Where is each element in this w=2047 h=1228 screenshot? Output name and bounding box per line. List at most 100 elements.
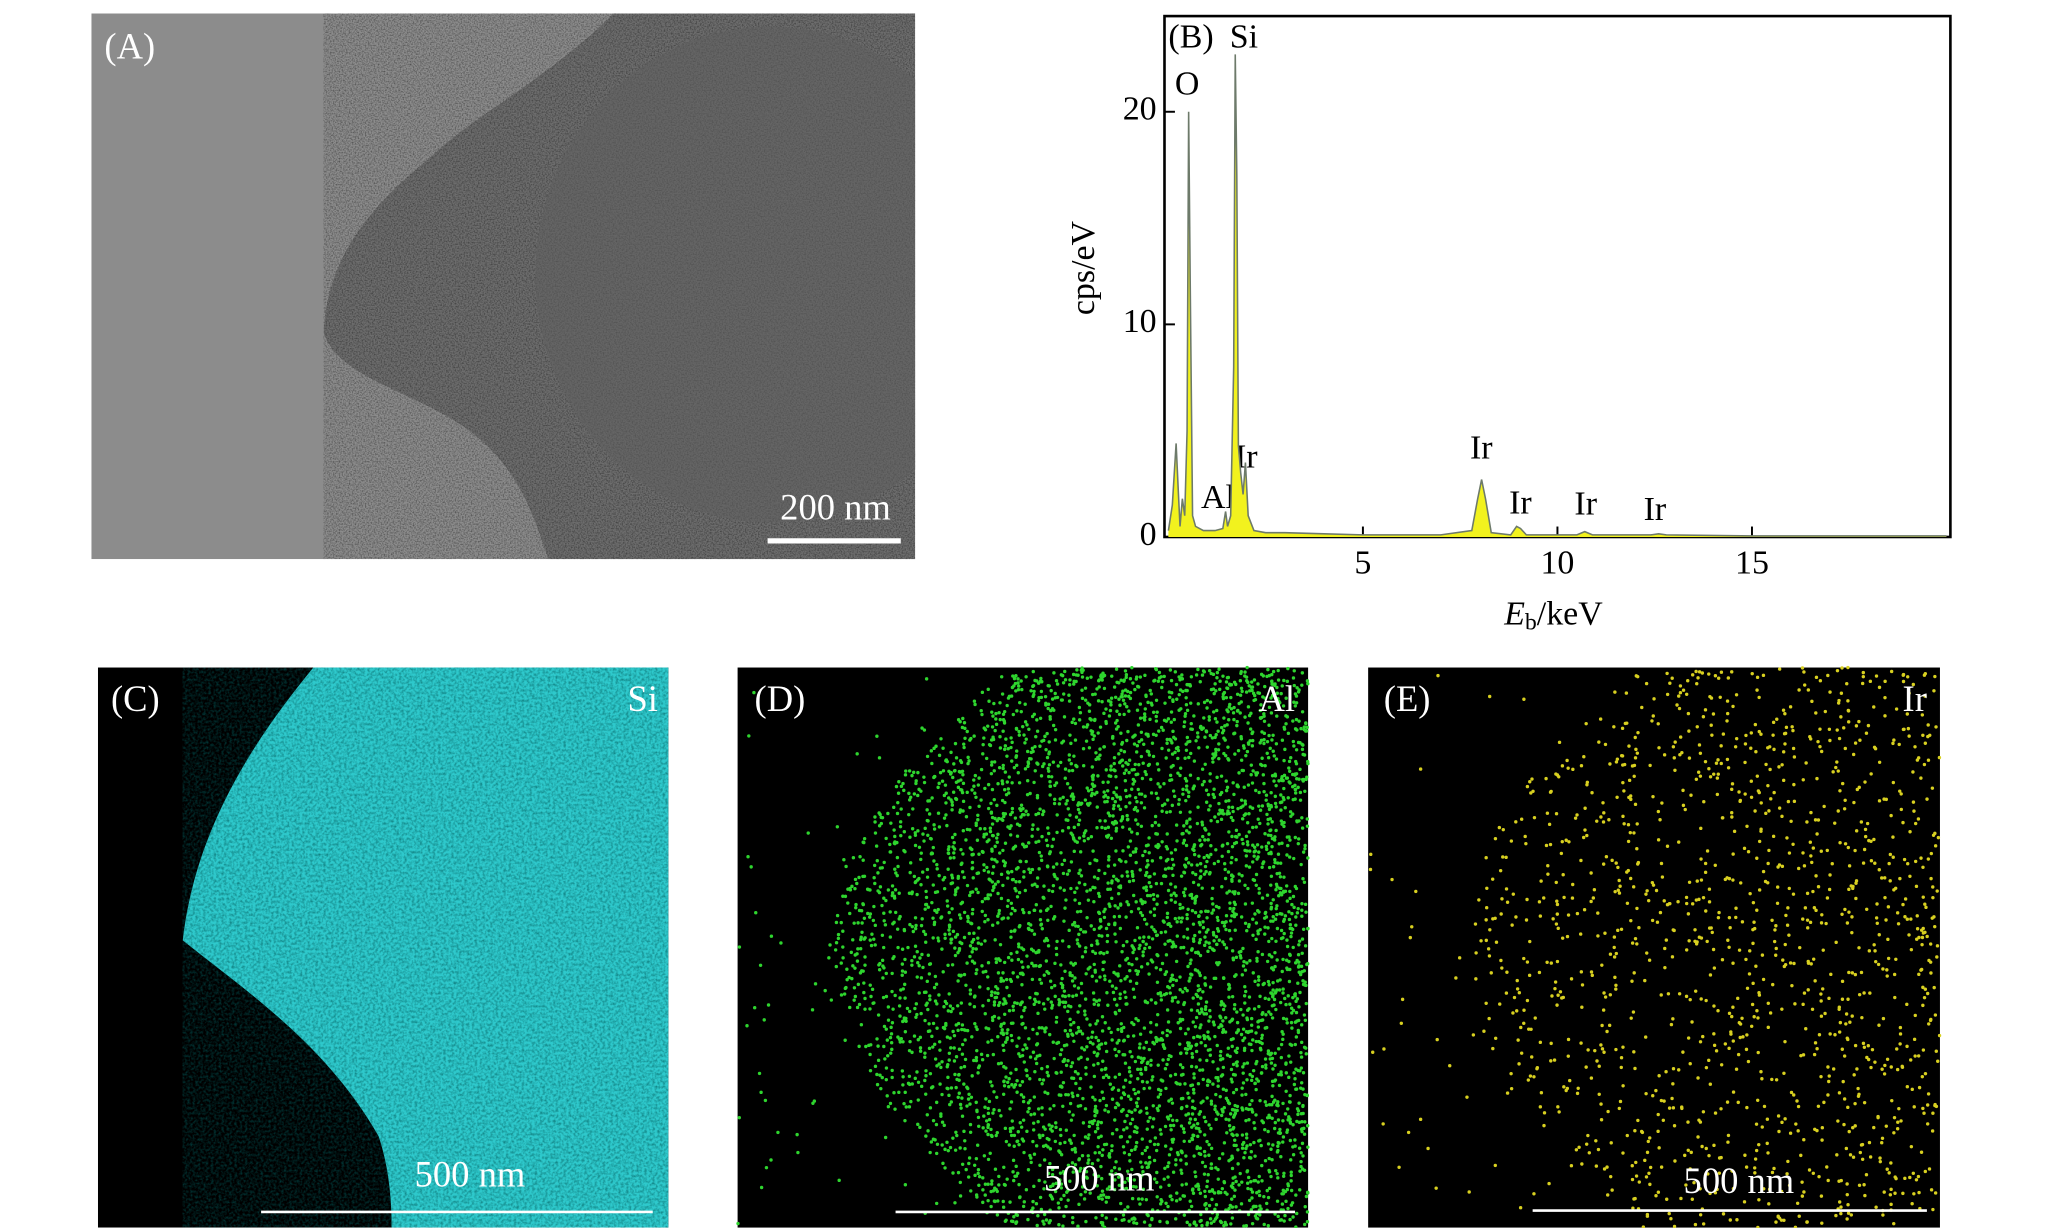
element-dot [1094, 1022, 1098, 1026]
element-dot [1264, 793, 1269, 797]
element-dot [929, 837, 933, 841]
element-dot [886, 888, 891, 892]
element-dot [1215, 915, 1220, 920]
element-dot [1102, 951, 1106, 956]
element-dot [1017, 733, 1022, 737]
element-dot [1063, 906, 1067, 910]
element-dot [961, 799, 966, 804]
element-dot [1113, 1047, 1117, 1052]
element-dot [1087, 1120, 1092, 1124]
element-dot [1137, 936, 1142, 940]
element-dot [1274, 882, 1279, 887]
element-dot [995, 860, 999, 864]
element-dot [1197, 941, 1202, 945]
element-dot [1231, 818, 1235, 823]
element-dot [1042, 1158, 1047, 1162]
element-dot [1229, 695, 1233, 700]
element-dot [1271, 980, 1275, 985]
element-dot [1157, 1104, 1162, 1108]
element-dot [1504, 991, 1509, 995]
element-dot [1168, 991, 1172, 995]
element-dot [1027, 841, 1031, 845]
element-dot [1224, 779, 1228, 783]
element-dot [1011, 712, 1016, 717]
element-dot [1233, 1103, 1237, 1108]
element-dot [957, 973, 961, 977]
element-dot [1009, 1071, 1013, 1075]
element-dot [897, 1090, 901, 1095]
element-dot [1188, 1046, 1193, 1050]
element-dot [903, 1183, 908, 1187]
element-dot [1040, 680, 1044, 684]
element-dot [952, 847, 957, 851]
element-dot [1085, 786, 1089, 790]
element-dot [1114, 829, 1118, 833]
element-dot [983, 939, 987, 943]
element-dot [1016, 942, 1021, 946]
element-dot [1251, 825, 1255, 830]
element-dot [1009, 694, 1014, 698]
element-dot [1073, 898, 1077, 902]
element-dot [1267, 733, 1271, 738]
element-dot [990, 1179, 994, 1183]
element-dot [1112, 742, 1116, 746]
element-dot [1272, 1126, 1277, 1131]
element-dot [1070, 792, 1075, 796]
element-dot [1017, 1182, 1021, 1187]
element-dot [959, 778, 963, 782]
element-dot [1301, 850, 1306, 854]
element-dot [1189, 958, 1193, 962]
element-dot [958, 1102, 963, 1107]
element-dot [986, 1027, 991, 1031]
element-dot [1294, 1193, 1298, 1197]
element-dot [1179, 676, 1184, 681]
element-dot [995, 836, 999, 840]
element-dot [1189, 892, 1194, 897]
element-dot [1174, 893, 1178, 898]
element-dot [1687, 880, 1692, 884]
element-dot [1231, 956, 1235, 960]
element-dot [1299, 1055, 1304, 1059]
element-dot [949, 1086, 954, 1090]
element-dot [1073, 976, 1077, 980]
element-dot [982, 726, 986, 730]
element-dot [953, 741, 958, 746]
element-dot [957, 947, 962, 951]
element-dot [1105, 939, 1110, 944]
element-dot [1263, 1159, 1268, 1163]
y-tick-label: 10 [1123, 303, 1157, 340]
element-dot [859, 937, 863, 942]
element-dot [981, 1126, 985, 1130]
element-dot [933, 1057, 938, 1061]
element-dot [1204, 909, 1208, 913]
element-dot [855, 1005, 860, 1010]
element-dot [1546, 864, 1550, 868]
element-dot [1035, 1032, 1039, 1036]
element-dot [837, 1178, 841, 1183]
element-dot [868, 983, 872, 987]
element-dot [1792, 799, 1797, 804]
element-dot [1131, 893, 1136, 898]
element-dot [1621, 814, 1625, 819]
element-dot [1271, 988, 1275, 992]
element-dot [977, 1064, 982, 1068]
element-dot [1195, 863, 1199, 867]
element-dot [1258, 994, 1262, 999]
element-dot [895, 855, 900, 860]
element-dot [1157, 823, 1161, 827]
element-dot [968, 846, 973, 850]
element-dot [1009, 745, 1013, 750]
element-dot [1061, 1080, 1066, 1085]
element-dot [1153, 814, 1158, 819]
element-dot [1132, 807, 1137, 812]
element-dot [1030, 827, 1035, 831]
element-dot [1166, 1117, 1171, 1121]
element-dot [1080, 801, 1084, 805]
element-dot [1062, 1043, 1067, 1048]
element-dot [937, 873, 941, 878]
element-dot [1123, 1078, 1128, 1082]
element-dot [1304, 729, 1309, 733]
element-dot [1080, 1032, 1085, 1036]
element-dot [1216, 1079, 1220, 1083]
element-dot [1088, 888, 1093, 892]
